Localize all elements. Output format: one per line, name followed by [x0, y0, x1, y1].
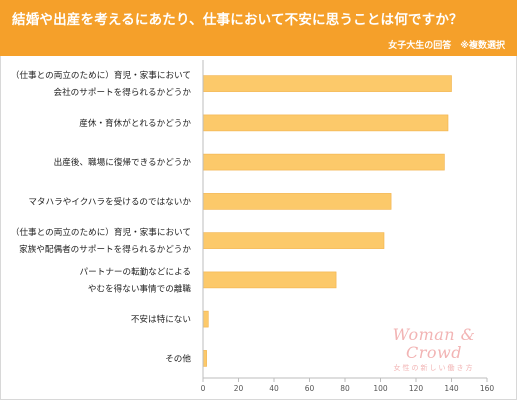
- bar-8: [202, 350, 207, 367]
- x-tick-label-80: 80: [340, 384, 350, 393]
- bar-7: [202, 310, 209, 328]
- bar-6: [202, 271, 337, 289]
- chart-title: 結婚や出産を考えるにあたり、仕事において不安に思うことは何ですか？: [12, 12, 463, 28]
- x-tick-label-60: 60: [305, 384, 315, 393]
- x-tick-label-0: 0: [201, 384, 206, 393]
- bar-4: [202, 193, 392, 210]
- x-tick-label-20: 20: [234, 384, 244, 393]
- watermark-tagline: 女性の新しい働き方: [393, 364, 475, 372]
- x-tick-label-160: 160: [480, 384, 495, 393]
- category-label-4: マタハラやイクハラを受けるのではないか: [28, 195, 191, 207]
- chart-header: 結婚や出産を考えるにあたり、仕事において不安に思うことは何ですか？ 女子大生の回…: [0, 0, 517, 56]
- category-label-7: 不安は特にない: [131, 313, 191, 325]
- category-label-1-line-2: 会社のサポートを得られるかどうか: [53, 86, 191, 98]
- category-label-2: 産休・育休がとれるかどうか: [79, 117, 191, 129]
- category-label-6-line-1: パートナーの転勤などによる: [80, 265, 191, 277]
- x-tick-label-100: 100: [373, 384, 388, 393]
- x-tick-label-40: 40: [269, 384, 279, 393]
- bar-5: [202, 232, 385, 249]
- category-label-3: 出産後、職場に復帰できるかどうか: [54, 156, 192, 168]
- bar-2: [202, 114, 449, 132]
- chart-subtitle: 女子大生の回答 ※複数選択: [388, 41, 505, 51]
- bar-1: [202, 75, 452, 92]
- category-label-8: その他: [165, 352, 191, 364]
- category-label-5-line-1: （仕事との両立のために）育児・家事において: [11, 226, 191, 238]
- x-tick-label-140: 140: [444, 384, 459, 393]
- category-label-6-line-2: やむを得ない事情での離職: [88, 282, 192, 294]
- brand-watermark: Woman & Crowd 女性の新しい働き方: [364, 326, 504, 373]
- x-tick-label-120: 120: [409, 384, 424, 393]
- category-label-5-line-2: 家族や配偶者のサポートを得られるかどうか: [19, 243, 191, 255]
- category-label-1-line-1: （仕事との両立のために）育児・家事において: [11, 69, 191, 81]
- bar-3: [202, 153, 445, 171]
- watermark-brand: Woman & Crowd: [392, 325, 476, 362]
